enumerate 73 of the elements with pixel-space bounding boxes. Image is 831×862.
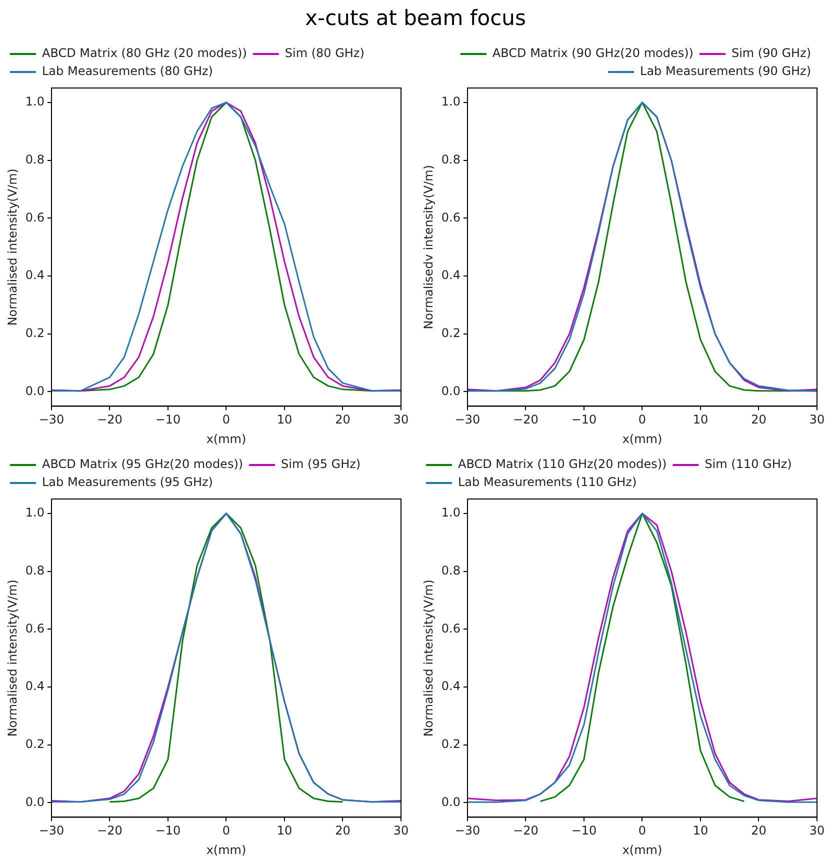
y-tick-label: 0.2 [25, 326, 44, 340]
y-tick-label: 1.0 [25, 94, 44, 109]
legend-label: ABCD Matrix (95 GHz(20 modes)) [42, 457, 244, 472]
x-tick-label: −30 [454, 824, 480, 838]
x-tick-label: −30 [454, 412, 480, 427]
legend-label: Lab Measurements (95 GHz) [42, 475, 213, 490]
y-axis-title: Normalised intensity(V/m) [421, 580, 436, 737]
x-tick-label: −30 [38, 824, 64, 838]
legend-label: Lab Measurements (80 GHz) [42, 64, 213, 78]
y-tick-label: 0.4 [441, 679, 460, 694]
y-tick-label: 0.4 [25, 679, 44, 694]
y-tick-label: 1.0 [441, 506, 460, 520]
y-axis-title: Normalised intensity(V/m) [5, 580, 20, 737]
legend-label: ABCD Matrix (90 GHz(20 modes)) [492, 46, 694, 60]
y-tick-label: 0.8 [441, 563, 460, 578]
y-tick-label: 0.8 [25, 563, 44, 578]
x-tick-label: 20 [751, 412, 766, 427]
y-tick-label: 0.6 [441, 621, 460, 636]
y-tick-label: 0.8 [25, 152, 44, 166]
y-tick-label: 0.4 [441, 268, 460, 282]
x-tick-label: 0 [638, 824, 646, 838]
x-tick-label: 10 [692, 412, 708, 427]
x-tick-label: −20 [97, 824, 122, 838]
x-tick-label: 10 [692, 824, 708, 838]
x-tick-label: −10 [155, 412, 181, 427]
x-tick-label: 30 [393, 824, 409, 838]
x-axis-title: x(mm) [206, 432, 246, 446]
y-tick-label: 0.0 [25, 384, 44, 398]
legend-label: Sim (90 GHz) [731, 46, 812, 60]
x-tick-label: 30 [393, 412, 409, 427]
chart-title: x-cuts at beam focus [304, 6, 527, 30]
y-tick-label: 0.4 [25, 268, 44, 282]
x-tick-label: 30 [809, 824, 825, 838]
y-tick-label: 1.0 [25, 506, 44, 520]
x-tick-label: 10 [276, 824, 292, 838]
legend-label: Lab Measurements (110 GHz) [458, 475, 637, 490]
x-tick-label: −10 [571, 824, 597, 838]
x-tick-label: −20 [513, 824, 538, 838]
x-tick-label: 30 [809, 412, 825, 427]
y-tick-label: 1.0 [441, 94, 460, 109]
y-tick-label: 0.2 [441, 737, 460, 752]
legend-label: Sim (95 GHz) [281, 457, 361, 472]
x-tick-label: 20 [335, 412, 350, 427]
x-tick-label: −10 [571, 412, 597, 427]
x-tick-label: −30 [38, 412, 64, 427]
legend-label: Sim (110 GHz) [704, 457, 792, 472]
x-tick-label: −10 [155, 824, 181, 838]
legend-label: Sim (80 GHz) [284, 46, 364, 60]
y-tick-label: 0.0 [441, 794, 460, 809]
y-tick-label: 0.0 [441, 384, 460, 398]
x-tick-label: 0 [638, 412, 646, 427]
y-tick-label: 0.0 [25, 794, 44, 809]
y-tick-label: 0.6 [25, 621, 44, 636]
x-axis-title: x(mm) [206, 842, 246, 857]
legend-label: ABCD Matrix (110 GHz(20 modes)) [458, 457, 667, 472]
x-tick-label: 20 [751, 824, 766, 838]
x-tick-label: −20 [97, 412, 122, 427]
y-axis-title: Normalised intensity(V/m) [5, 168, 20, 326]
x-tick-label: −20 [513, 412, 538, 427]
legend-label: Lab Measurements (90 GHz) [640, 64, 812, 78]
y-tick-label: 0.6 [25, 210, 44, 224]
y-tick-label: 0.2 [441, 326, 460, 340]
y-tick-label: 0.8 [441, 152, 460, 166]
y-axis-title: Normalisedv intensity(V/m) [421, 164, 436, 330]
x-tick-label: 0 [222, 412, 230, 427]
y-tick-label: 0.6 [441, 210, 460, 224]
x-axis-title: x(mm) [622, 842, 662, 857]
legend-label: ABCD Matrix (80 GHz (20 modes)) [42, 46, 247, 60]
x-tick-label: 20 [335, 824, 350, 838]
x-tick-label: 10 [276, 412, 292, 427]
x-axis-title: x(mm) [622, 432, 662, 446]
y-tick-label: 0.2 [25, 737, 44, 752]
x-tick-label: 0 [222, 824, 230, 838]
